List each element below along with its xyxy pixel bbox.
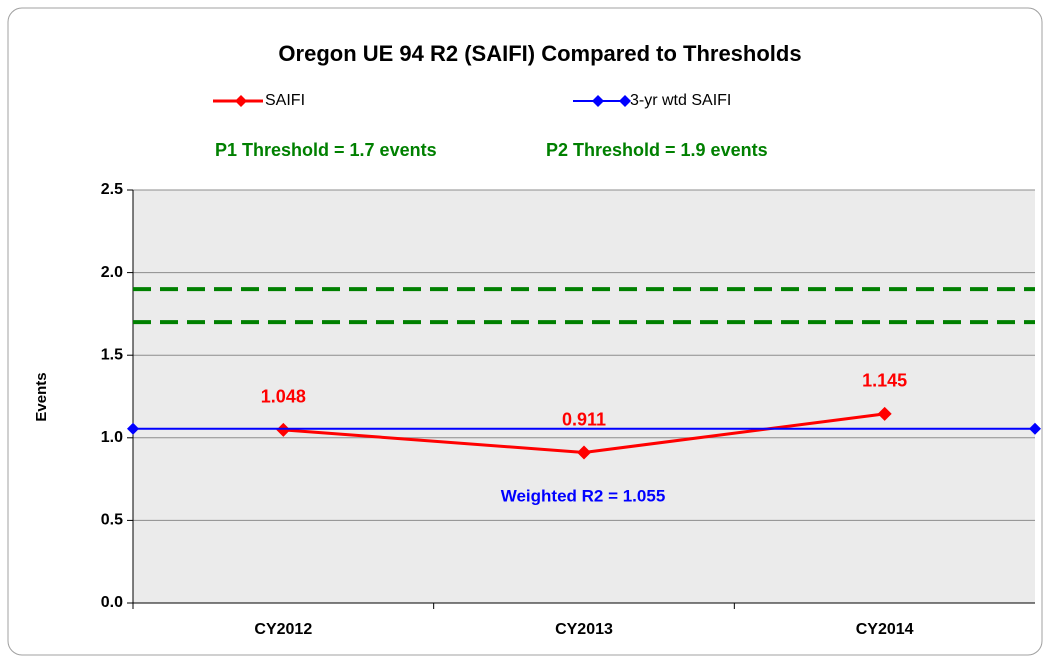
x-tick-label: CY2012	[254, 621, 312, 638]
data-point	[877, 406, 892, 421]
legend-label: SAIFI	[265, 92, 305, 109]
x-tick-label: CY2013	[555, 621, 613, 638]
threshold-label: P1 Threshold = 1.7 events	[215, 140, 437, 160]
data-point	[1029, 422, 1041, 435]
plot-area	[133, 190, 1035, 603]
x-tick-label: CY2014	[856, 621, 914, 638]
data-label: 1.145	[862, 371, 907, 391]
y-tick-label: 2.0	[101, 264, 123, 281]
data-label: 1.048	[261, 387, 306, 407]
legend-label: 3-yr wtd SAIFI	[630, 92, 731, 109]
legend-marker	[592, 95, 604, 107]
data-label: 0.911	[562, 409, 606, 429]
data-point	[577, 445, 591, 460]
y-tick-label: 1.5	[101, 346, 123, 363]
y-tick-label: 0.5	[101, 512, 123, 529]
data-point	[276, 422, 291, 437]
y-axis-label: Events	[33, 372, 50, 421]
chart-title: Oregon UE 94 R2 (SAIFI) Compared to Thre…	[278, 41, 801, 66]
y-tick-label: 0.0	[101, 594, 123, 611]
y-tick-label: 1.0	[101, 429, 123, 446]
data-point	[127, 422, 139, 435]
legend-marker	[235, 95, 247, 107]
y-tick-label: 2.5	[101, 181, 123, 198]
legend-marker	[619, 95, 631, 107]
threshold-label: P2 Threshold = 1.9 events	[546, 140, 768, 160]
annotation: Weighted R2 = 1.055	[501, 486, 666, 505]
